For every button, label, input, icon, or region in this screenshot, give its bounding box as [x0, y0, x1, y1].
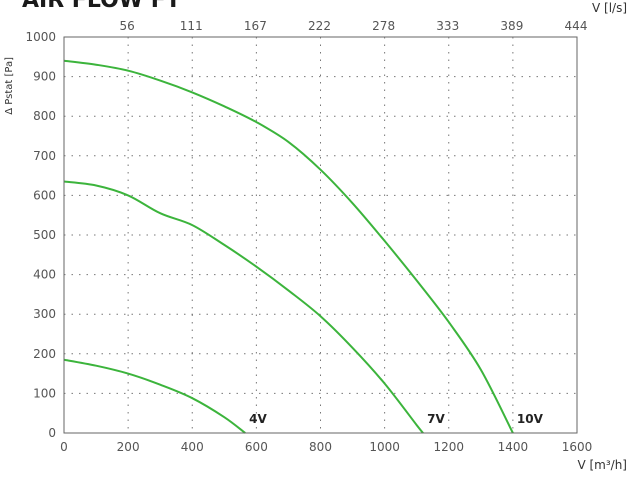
grid-lines [64, 37, 577, 433]
chart-title: AIR FLOW FT [22, 0, 181, 13]
y-tick-labels: 0 100 200 300 400 500 600 700 800 900 1000 [25, 30, 56, 440]
series-label-7v: 7V [427, 412, 445, 426]
series-labels: 4V 7V 10V [249, 412, 543, 426]
series-label-4v: 4V [249, 412, 267, 426]
y-tick-label: 300 [33, 307, 56, 321]
top-x-tick-label: 444 [565, 19, 588, 33]
top-x-tick-label: 389 [500, 19, 523, 33]
x-tick-label: 800 [309, 440, 332, 454]
y-axis-title: Δ Pstat [Pa] [4, 57, 15, 115]
y-tick-label: 400 [33, 268, 56, 282]
top-x-tick-label: 278 [372, 19, 395, 33]
series-lines [63, 59, 514, 434]
x-tick-label: 1000 [369, 440, 400, 454]
top-x-tick-label: 167 [244, 19, 267, 33]
y-tick-label: 800 [33, 109, 56, 123]
x-tick-label: 1400 [498, 440, 529, 454]
series-line-10v [63, 59, 514, 434]
y-tick-label: 900 [33, 70, 56, 84]
x-tick-label: 0 [60, 440, 68, 454]
x-tick-label: 1600 [562, 440, 593, 454]
top-x-tick-label: 222 [308, 19, 331, 33]
y-tick-label: 1000 [25, 30, 56, 44]
x-tick-label: 1200 [433, 440, 464, 454]
series-line-7v [63, 180, 424, 434]
top-x-tick-labels: 56 111 167 222 278 333 389 444 [119, 19, 587, 33]
top-x-tick-label: 333 [436, 19, 459, 33]
y-tick-label: 600 [33, 188, 56, 202]
x-tick-label: 200 [117, 440, 140, 454]
y-tick-label: 100 [33, 386, 56, 400]
y-tick-label: 700 [33, 149, 56, 163]
top-x-tick-label: 56 [119, 19, 134, 33]
x-tick-label: 400 [181, 440, 204, 454]
top-x-tick-label: 111 [180, 19, 203, 33]
series-label-10v: 10V [517, 412, 544, 426]
series-line-4v [63, 358, 246, 434]
top-x-axis-title: V [l/s] [592, 1, 627, 15]
y-tick-label: 0 [48, 426, 56, 440]
y-tick-label: 200 [33, 347, 56, 361]
y-tick-label: 500 [33, 228, 56, 242]
plot-area-frame [63, 36, 578, 434]
x-tick-label: 600 [245, 440, 268, 454]
x-axis-title: V [m³/h] [577, 458, 627, 472]
x-tick-labels: 0 200 400 600 800 1000 1200 1400 1600 [60, 440, 592, 454]
